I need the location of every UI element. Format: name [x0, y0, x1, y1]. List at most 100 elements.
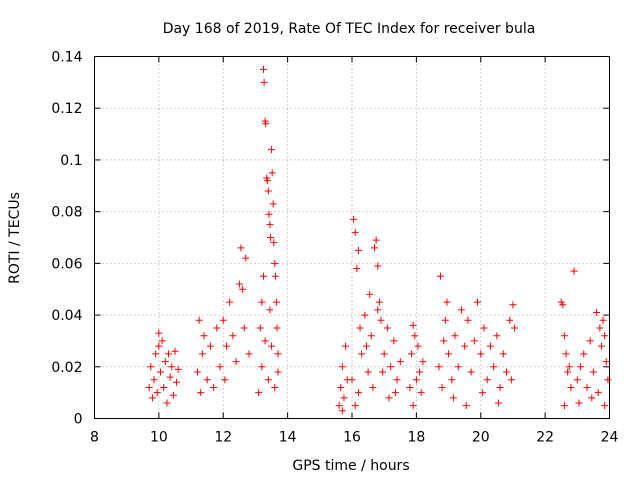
data-point — [255, 389, 263, 397]
data-point — [597, 342, 605, 350]
data-point — [499, 350, 507, 358]
data-point — [266, 306, 274, 314]
data-point — [348, 376, 356, 384]
axis-ticks: 8 10 12 14 16 18 20 22 24 0 0.02 0.04 0.06 0.08 0.1 0.1… — [51, 50, 618, 446]
data-point — [256, 324, 264, 332]
data-points — [145, 65, 612, 415]
x-axis-label: GPS time / hours — [292, 458, 409, 474]
data-point — [367, 332, 375, 340]
data-point — [448, 376, 456, 384]
data-point — [589, 368, 597, 376]
data-point — [356, 324, 364, 332]
data-point — [377, 316, 385, 324]
data-point — [583, 383, 591, 391]
data-point — [490, 363, 498, 371]
data-point — [198, 350, 206, 358]
data-point — [486, 342, 494, 350]
data-point — [261, 337, 269, 345]
data-point — [173, 378, 181, 386]
data-point — [580, 350, 588, 358]
data-point — [362, 342, 370, 350]
data-point — [351, 402, 359, 410]
data-point — [503, 368, 510, 376]
data-point — [161, 358, 169, 366]
data-point — [573, 376, 581, 384]
data-point — [372, 236, 380, 244]
data-point — [354, 389, 362, 397]
data-point — [383, 324, 391, 332]
data-point — [163, 399, 171, 407]
data-point — [406, 383, 414, 391]
data-point — [409, 321, 417, 329]
data-point — [150, 376, 158, 384]
x-tick-label: 10 — [150, 430, 168, 446]
data-point — [335, 402, 343, 410]
grid — [94, 56, 610, 419]
data-point — [268, 342, 276, 350]
data-point — [168, 363, 176, 371]
data-point — [258, 298, 266, 306]
data-point — [371, 244, 379, 252]
data-point — [274, 350, 282, 358]
data-point — [396, 358, 404, 366]
data-point — [226, 298, 234, 306]
data-point — [602, 358, 610, 366]
data-point — [338, 363, 346, 371]
data-point — [271, 272, 279, 280]
x-tick-label: 22 — [536, 430, 554, 446]
data-point — [235, 280, 243, 288]
data-point — [454, 363, 462, 371]
data-point — [387, 363, 395, 371]
data-point — [390, 337, 398, 345]
data-point — [342, 342, 350, 350]
data-point — [268, 169, 276, 177]
data-point — [147, 363, 155, 371]
data-point — [391, 389, 399, 397]
data-point — [203, 376, 211, 384]
data-point — [594, 389, 602, 397]
data-point — [601, 332, 609, 340]
data-point — [445, 350, 453, 358]
data-point — [374, 306, 382, 314]
data-point — [467, 368, 475, 376]
data-point — [411, 332, 419, 340]
data-point — [174, 365, 182, 373]
data-point — [560, 402, 568, 410]
data-point — [417, 389, 425, 397]
data-point — [338, 407, 346, 415]
data-point — [155, 329, 163, 337]
data-point — [350, 215, 358, 223]
data-point — [270, 239, 278, 247]
data-point — [242, 254, 250, 262]
data-point — [438, 383, 446, 391]
data-point — [457, 306, 465, 314]
data-point — [493, 332, 501, 340]
data-point — [156, 368, 164, 376]
data-point — [210, 383, 218, 391]
y-tick-label: 0.08 — [51, 205, 82, 221]
data-point — [562, 350, 570, 358]
data-point — [219, 316, 227, 324]
data-point — [509, 301, 517, 309]
data-point — [200, 332, 208, 340]
data-point — [148, 394, 156, 402]
data-point — [366, 290, 374, 298]
data-point — [567, 383, 575, 391]
data-point — [259, 65, 267, 73]
data-point — [166, 373, 174, 381]
data-point — [380, 350, 388, 358]
data-point — [273, 324, 281, 332]
data-point — [451, 332, 459, 340]
data-point — [393, 376, 401, 384]
data-point — [194, 368, 201, 376]
data-point — [601, 402, 609, 410]
data-point — [232, 358, 240, 366]
data-point — [145, 383, 153, 391]
data-point — [408, 350, 416, 358]
data-point — [435, 363, 443, 371]
data-point — [271, 383, 279, 391]
data-point — [155, 342, 163, 350]
y-tick-label: 0 — [74, 412, 83, 428]
data-point — [483, 376, 491, 384]
